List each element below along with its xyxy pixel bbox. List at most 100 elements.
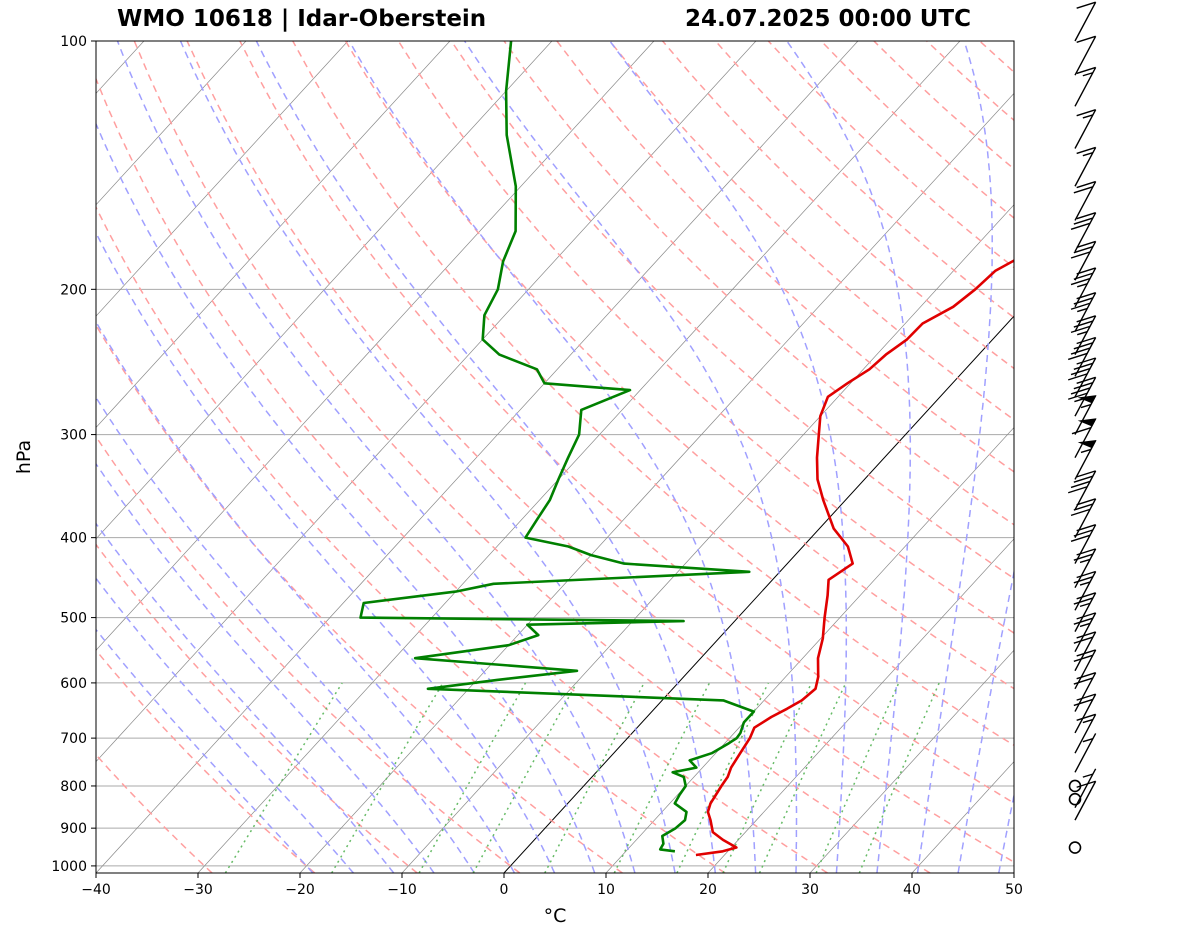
wind-barb-feather	[1073, 186, 1094, 194]
isotherm-line	[96, 41, 655, 651]
wind-barb-feather	[1070, 251, 1091, 259]
isotherm-line	[401, 204, 1014, 873]
wind-barb-half-feather	[1079, 581, 1091, 586]
y-tick-label: 1000	[51, 859, 87, 875]
wind-barb-staff	[1074, 292, 1097, 332]
wind-barb-feather	[1076, 592, 1096, 600]
wind-barb-feather	[1076, 672, 1096, 680]
wind-barb-feather	[1070, 508, 1091, 517]
wind-barb-half-feather	[1079, 622, 1091, 628]
dry-adiabat-line	[344, 41, 1014, 690]
moist-adiabat-line	[96, 122, 596, 873]
mixing-ratio-line	[858, 682, 940, 873]
wind-barb-feather	[1067, 352, 1088, 361]
wind-barb-feather	[1076, 66, 1096, 75]
wind-barb-feather	[1070, 347, 1091, 355]
moist-adiabat-line	[96, 320, 516, 873]
wind-barb-staff	[1074, 267, 1097, 308]
wind-barb-staff	[1074, 524, 1097, 564]
dry-adiabat-line	[186, 41, 1014, 863]
wind-barb-half-feather	[1077, 307, 1088, 313]
wind-barb-feather	[1076, 376, 1096, 385]
temperature-profile-line	[695, 259, 1014, 857]
wind-barb-feather	[1073, 362, 1094, 370]
moist-adiabat-line	[96, 462, 435, 873]
moist-adiabat-line	[96, 396, 475, 873]
wind-barb-feather	[1073, 636, 1094, 644]
mixing-ratio-line	[722, 682, 813, 873]
wind-barb-feather	[1076, 212, 1096, 220]
x-tick-label: 30	[801, 882, 819, 898]
wind-barb-feather	[1076, 570, 1096, 579]
x-tick-label: 20	[699, 882, 717, 898]
wind-barb-feather	[1076, 336, 1096, 345]
isotherm-line	[96, 41, 553, 540]
calm-wind-circle	[1068, 792, 1082, 806]
wind-barb-feather	[1073, 246, 1094, 254]
isotherm-line	[707, 538, 1014, 873]
dry-adiabat-line	[1085, 41, 1181, 873]
wind-barb-staff	[1074, 377, 1097, 417]
wind-barb-feather	[1070, 534, 1091, 542]
dewpoint-profile-line	[359, 41, 756, 853]
y-tick-label: 300	[60, 428, 87, 444]
isotherm-line	[809, 649, 1014, 873]
y-tick-label: 900	[60, 821, 87, 837]
isotherm-line	[96, 41, 247, 206]
moist-adiabat-line	[96, 522, 395, 873]
wind-barb-feather	[1070, 387, 1091, 395]
wind-barb-half-feather	[1082, 152, 1094, 157]
wind-barb-feather	[1076, 108, 1096, 117]
y-tick-label: 200	[60, 282, 87, 298]
wind-barb-feather	[1073, 617, 1094, 625]
wind-barb-feather	[1073, 475, 1094, 483]
x-tick-label: −30	[183, 882, 213, 898]
wind-barb-staff	[1074, 109, 1097, 149]
wind-barb-feather	[1076, 649, 1096, 657]
wind-barb-feather	[1076, 1, 1096, 9]
wind-barb-pennant	[1077, 395, 1097, 404]
isotherm-line	[96, 41, 349, 317]
wind-barb-staff	[1074, 147, 1097, 187]
wind-barb-feather	[1076, 267, 1096, 275]
dry-adiabat-line	[503, 41, 1014, 526]
wind-barb-feather	[1073, 597, 1094, 605]
y-tick-label: 600	[60, 676, 87, 692]
wind-barb-staff	[1074, 548, 1097, 589]
wind-barb-staff	[1074, 1, 1097, 42]
moist-adiabat-line	[957, 568, 1014, 873]
isotherm-line	[605, 426, 1014, 873]
wind-barb-feather	[1073, 217, 1094, 225]
y-tick-label: 100	[60, 34, 87, 50]
wind-barb-feather	[1070, 222, 1091, 230]
dry-adiabat-line	[96, 205, 726, 873]
wind-barb-half-feather	[1082, 114, 1094, 119]
dry-adiabat-line	[397, 41, 1014, 634]
y-tick-label: 500	[60, 611, 87, 627]
wind-barb-feather	[1076, 146, 1096, 155]
wind-barb-staff	[1074, 67, 1097, 107]
wind-barb-feather	[1076, 631, 1096, 639]
dry-adiabat-line	[96, 77, 828, 873]
dry-adiabat-line	[926, 41, 1014, 122]
wind-barb-feather	[1073, 381, 1094, 390]
dry-adiabat-line	[96, 323, 623, 873]
wind-barb-feather	[1070, 277, 1091, 286]
dry-adiabat-line	[1032, 41, 1181, 873]
wind-barb-half-feather	[1080, 403, 1092, 409]
mixing-ratio-line	[224, 682, 343, 873]
wind-barb-half-feather	[1080, 448, 1092, 454]
wind-barb-feather	[1073, 272, 1094, 280]
x-axis-label: °C	[544, 905, 567, 927]
wind-barb-feather	[1076, 180, 1096, 189]
mixing-ratio-line	[613, 682, 711, 873]
mixing-ratio-line	[815, 682, 900, 873]
wind-barb-feather	[1071, 427, 1092, 435]
calm-wind-circle	[1068, 779, 1082, 793]
wind-barb-feather	[1067, 392, 1088, 400]
dry-adiabat-line	[133, 41, 931, 873]
isotherm-line	[96, 41, 451, 429]
isotherm-line	[1116, 41, 1181, 873]
moist-adiabat-line	[96, 577, 354, 873]
wind-barb-half-feather	[1082, 738, 1094, 743]
